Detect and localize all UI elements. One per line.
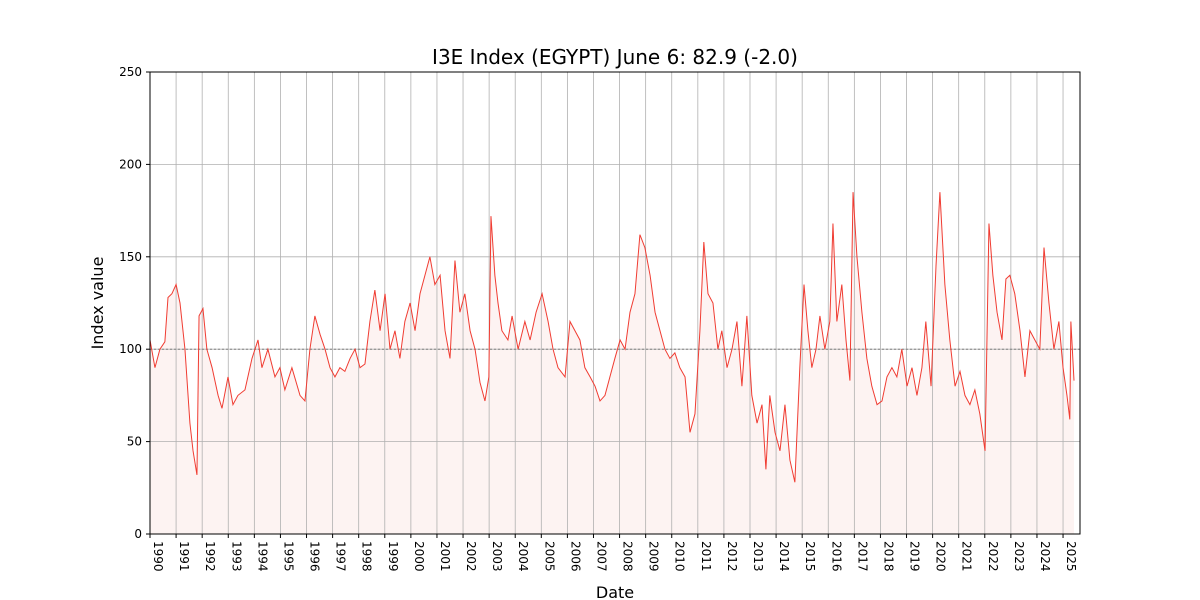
x-tick-label: 2021 [960,541,974,572]
x-tick-label: 1991 [177,541,191,572]
x-tick-label: 2020 [934,541,948,572]
x-tick-label: 2025 [1064,541,1078,572]
y-tick-label: 0 [134,527,142,541]
y-tick-label: 150 [119,250,142,264]
x-tick-label: 2012 [725,541,739,572]
x-tick-label: 1990 [151,541,165,572]
x-tick-label: 1993 [229,541,243,572]
x-tick-label: 2016 [829,541,843,572]
chart-title: I3E Index (EGYPT) June 6: 82.9 (-2.0) [432,45,798,69]
x-tick-label: 1994 [255,541,269,572]
x-tick-label: 2007 [594,541,608,572]
index-line [149,192,1075,483]
x-axis-label: Date [596,583,634,600]
x-tick-label: 1997 [334,541,348,572]
x-tick-label: 2001 [438,541,452,572]
x-tick-label: 1998 [360,541,374,572]
x-tick-label: 2005 [542,541,556,572]
x-tick-label: 2022 [986,541,1000,572]
y-tick-label: 250 [119,65,142,79]
x-tick-label: 2010 [673,541,687,572]
y-tick-label: 200 [119,157,142,171]
x-tick-label: 2017 [855,541,869,572]
y-axis-label: Index value [88,257,107,350]
x-tick-label: 1995 [281,541,295,572]
x-tick-label: 2003 [490,541,504,572]
x-tick-label: 2000 [412,541,426,572]
area-fill [150,192,1074,534]
x-tick-label: 2013 [751,541,765,572]
x-tick-label: 2015 [803,541,817,572]
x-tick-label: 2006 [568,541,582,572]
x-tick-label: 2008 [621,541,635,572]
x-tick-label: 2002 [464,541,478,572]
x-tick-label: 2018 [881,541,895,572]
y-tick-label: 100 [119,342,142,356]
x-tick-label: 2009 [647,541,661,572]
x-tick-label: 2019 [908,541,922,572]
x-tick-label: 2024 [1038,541,1052,572]
plot-frame [149,71,1081,535]
x-tick-label: 1996 [308,541,322,572]
x-tick-label: 2023 [1012,541,1026,572]
x-tick-label: 2011 [699,541,713,572]
x-tick-label: 1992 [203,541,217,572]
x-tick-label: 2014 [777,541,791,572]
x-tick-label: 2004 [516,541,530,572]
x-tick-label: 1999 [386,541,400,572]
y-tick-label: 50 [127,435,142,449]
